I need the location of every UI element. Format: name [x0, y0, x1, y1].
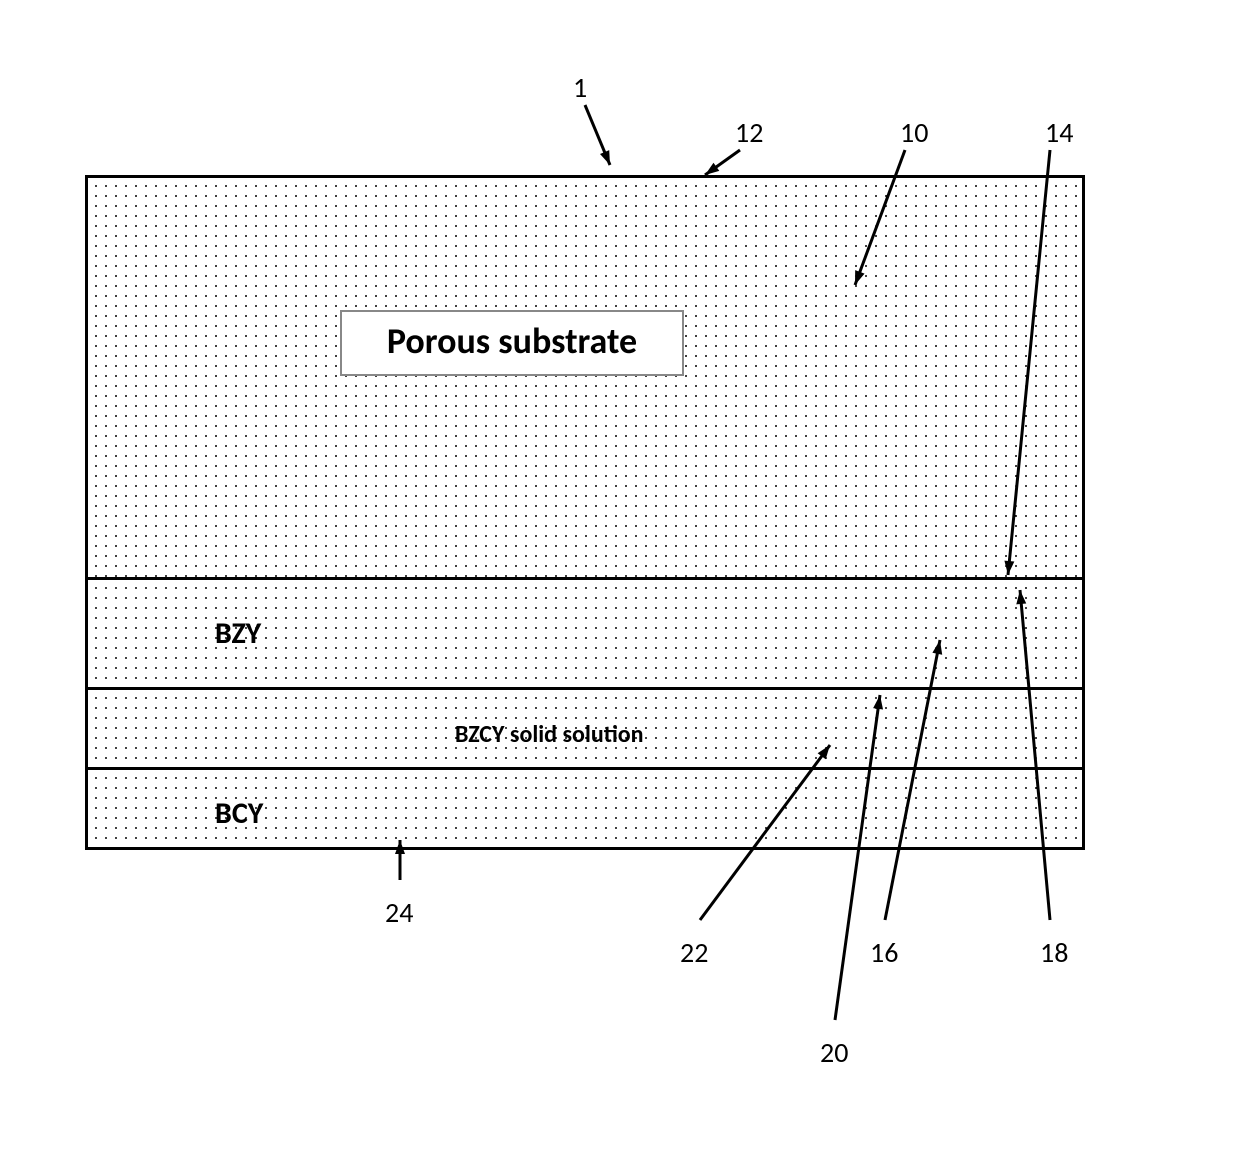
bzy-label: BZY: [215, 615, 261, 652]
bcy-label: BCY: [215, 795, 263, 832]
callout-14: 14: [1045, 115, 1073, 150]
substrate-label: Porous substrate: [387, 319, 637, 363]
callout-24: 24: [385, 895, 413, 930]
substrate-label-box: Porous substrate: [340, 310, 684, 376]
callout-10: 10: [900, 115, 928, 150]
layer-substrate: [85, 175, 1085, 580]
callout-16: 16: [870, 935, 898, 970]
callout-12: 12: [735, 115, 763, 150]
diagram-canvas: Porous substrate BZY BZCY solid solution…: [0, 0, 1240, 1170]
callout-1: 1: [573, 70, 587, 105]
callout-20: 20: [820, 1035, 848, 1070]
bzcy-label: BZCY solid solution: [455, 720, 644, 749]
callout-22: 22: [680, 935, 708, 970]
callout-18: 18: [1040, 935, 1068, 970]
